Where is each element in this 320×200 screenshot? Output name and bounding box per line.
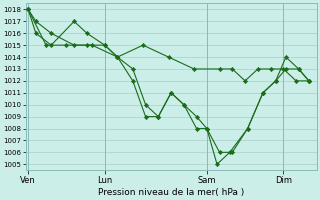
X-axis label: Pression niveau de la mer( hPa ): Pression niveau de la mer( hPa )	[98, 188, 244, 197]
